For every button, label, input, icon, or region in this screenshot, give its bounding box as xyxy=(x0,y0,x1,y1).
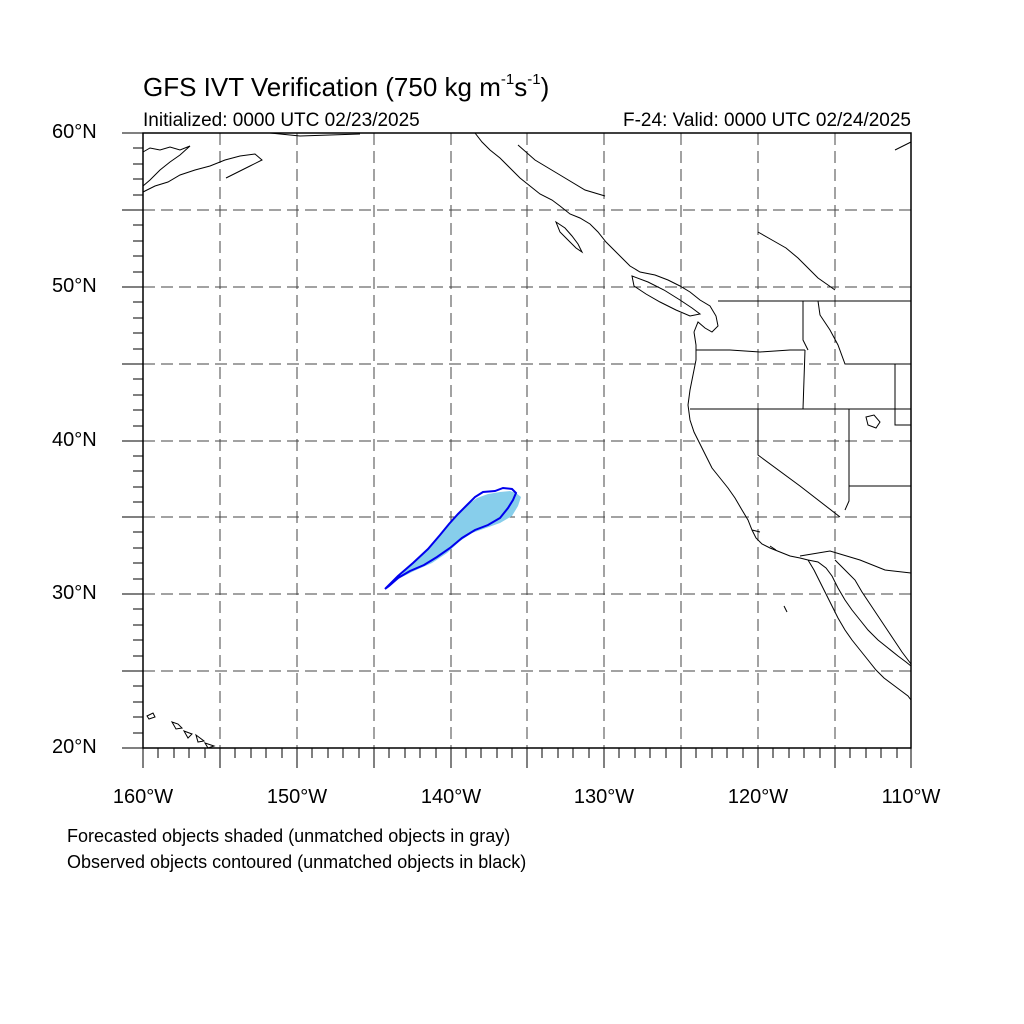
lat-label-20n: 20°N xyxy=(52,736,97,758)
lon-label-130w: 130°W xyxy=(573,786,635,808)
lon-label-110w: 110°W xyxy=(881,786,941,808)
lat-ticks xyxy=(122,132,143,749)
lat-label-30n: 30°N xyxy=(52,582,97,604)
init-time-label: Initialized: 0000 UTC 02/23/2025 xyxy=(143,110,420,131)
lon-ticks xyxy=(142,748,912,768)
observed-object-contour xyxy=(384,486,518,590)
graticule xyxy=(143,133,911,748)
footnote-forecast: Forecasted objects shaded (unmatched obj… xyxy=(67,826,511,846)
footnote-observed: Observed objects contoured (unmatched ob… xyxy=(67,852,527,872)
lat-label-40n: 40°N xyxy=(52,429,97,451)
forecast-object xyxy=(385,491,521,589)
valid-time-label: F-24: Valid: 0000 UTC 02/24/2025 xyxy=(623,110,911,131)
lat-label-60n: 60°N xyxy=(52,121,97,143)
lat-label-50n: 50°N xyxy=(52,275,97,297)
lon-label-160w: 160°W xyxy=(112,786,174,808)
coastlines xyxy=(142,132,912,749)
political-borders xyxy=(690,300,912,574)
lon-label-140w: 140°W xyxy=(420,786,482,808)
plot-title: GFS IVT Verification (750 kg m-1s-1) xyxy=(143,71,550,102)
lon-label-120w: 120°W xyxy=(727,786,789,808)
lon-label-150w: 150°W xyxy=(266,786,328,808)
